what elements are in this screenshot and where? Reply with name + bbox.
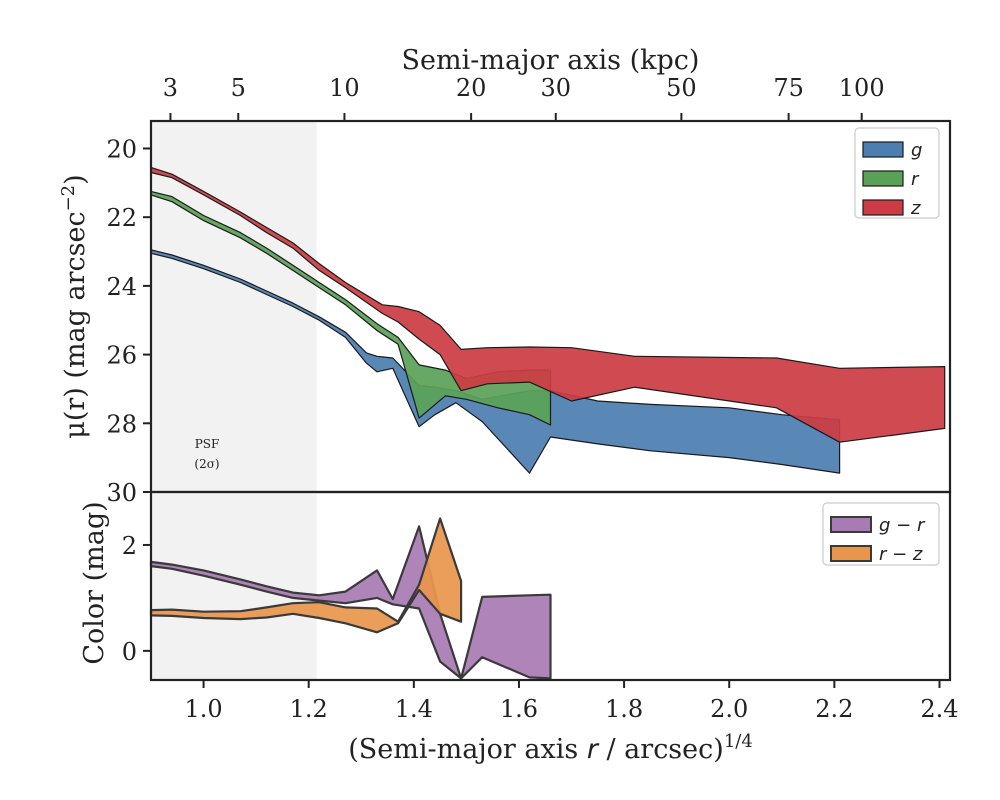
legend-swatch-g xyxy=(862,141,904,158)
top-x-ticks: 3 5 10 20 30 50 75 100 xyxy=(163,74,885,121)
legend-swatch-z xyxy=(862,199,904,216)
bottom-x-axis-label-variable: r xyxy=(587,734,600,765)
surface-brightness-series-group xyxy=(150,166,946,474)
legend-label-r: r xyxy=(911,169,920,190)
top-tick-label: 3 xyxy=(163,74,178,102)
main-y-axis-label-close: ) xyxy=(60,174,91,185)
psf-sigma-label: (2σ) xyxy=(194,457,219,471)
main-y-axis-label: μ(r) (mag arcsec−2) xyxy=(58,174,91,438)
legend-label-r-z: r − z xyxy=(879,544,923,565)
legend-swatch-r-z xyxy=(830,545,872,562)
legend-label-z: z xyxy=(910,198,921,219)
main-y-ticks: 20 22 24 26 28 30 xyxy=(106,135,151,507)
x-tick-label: 1.4 xyxy=(395,695,433,723)
x-tick-label: 1.0 xyxy=(184,695,222,723)
legend-swatch-g-r xyxy=(830,516,872,533)
y-tick-label: 20 xyxy=(106,135,137,163)
y-tick-label: 30 xyxy=(106,479,137,507)
y-tick-label: 0 xyxy=(122,638,137,666)
main-y-axis-label-exponent: −2 xyxy=(58,185,79,212)
x-tick-label: 1.6 xyxy=(500,695,538,723)
main-legend: grz xyxy=(854,127,940,219)
top-tick-label: 20 xyxy=(456,74,487,102)
x-tick-label: 1.8 xyxy=(605,695,643,723)
band-g-r xyxy=(149,525,552,680)
color-y-ticks: 02 xyxy=(122,532,151,666)
top-x-axis-label: Semi-major axis (kpc) xyxy=(402,45,700,76)
color-series-group xyxy=(149,517,552,680)
top-tick-label: 10 xyxy=(329,74,360,102)
top-tick-label: 100 xyxy=(839,74,885,102)
bottom-x-axis-label-text: (Semi-major axis xyxy=(348,734,587,765)
surface-brightness-panel: PSF (2σ) 20 22 24 26 28 30 3 5 10 20 30 50 75 100 Se… xyxy=(58,45,952,507)
band-r xyxy=(150,190,552,426)
x-tick-label: 1.2 xyxy=(290,695,328,723)
psf-shaded-region xyxy=(151,121,317,492)
y-tick-label: 28 xyxy=(106,410,137,438)
y-tick-label: 22 xyxy=(106,204,137,232)
top-tick-label: 75 xyxy=(773,74,804,102)
x-tick-label: 2.4 xyxy=(920,695,958,723)
bottom-x-axis-label-unit: / arcsec) xyxy=(598,734,724,765)
psf-label: PSF xyxy=(195,437,220,451)
x-tick-label: 2.0 xyxy=(710,695,748,723)
top-tick-label: 30 xyxy=(540,74,571,102)
color-y-axis-label: Color (mag) xyxy=(79,501,110,664)
y-tick-label: 24 xyxy=(106,273,137,301)
bottom-x-ticks: 1.0 1.2 1.4 1.6 1.8 2.0 2.2 2.4 xyxy=(184,680,959,723)
y-tick-label: 2 xyxy=(122,532,137,560)
legend-label-g-r: g − r xyxy=(879,515,926,536)
color-plot-frame xyxy=(149,490,952,682)
legend-label-g: g xyxy=(911,140,922,161)
psf-shaded-region-color xyxy=(151,492,317,680)
band-r-z xyxy=(149,517,463,634)
top-tick-label: 5 xyxy=(231,74,246,102)
band-g xyxy=(150,249,841,474)
main-y-axis-label-text: μ(r) (mag arcsec xyxy=(60,211,91,438)
band-z xyxy=(150,166,946,443)
color-legend: g − r r − z xyxy=(822,502,940,566)
x-tick-label: 2.2 xyxy=(815,695,853,723)
legend-swatch-r xyxy=(862,170,904,187)
color-panel: 02 1.0 1.2 1.4 1.6 1.8 2.0 2.2 2.4 Color (mag) … xyxy=(79,490,959,765)
bottom-x-axis-label: (Semi-major axis r / arcsec)1/4 xyxy=(348,731,753,765)
y-tick-label: 26 xyxy=(106,342,137,370)
bottom-x-axis-label-exponent: 1/4 xyxy=(724,731,753,752)
top-tick-label: 50 xyxy=(666,74,697,102)
